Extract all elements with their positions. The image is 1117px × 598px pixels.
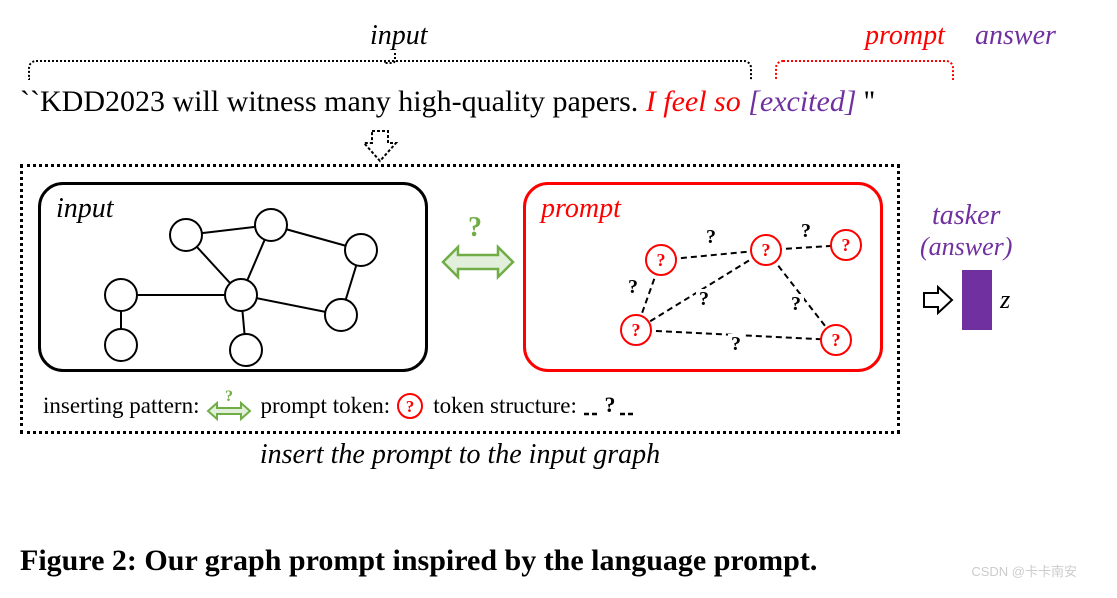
quote-close: '' (864, 85, 875, 118)
svg-text:?: ? (406, 397, 415, 416)
svg-text:?: ? (628, 276, 638, 298)
sentence-input-text: KDD2023 will witness many high-quality p… (40, 85, 638, 118)
figure-caption: Figure 2: Our graph prompt inspired by t… (20, 544, 1097, 578)
top-labels-row: input prompt answer (20, 20, 1097, 60)
sentence-prompt-text: I feel so (638, 85, 748, 118)
legend-prompt-token: prompt token: ? (261, 391, 426, 421)
input-graph-box: input (38, 182, 428, 372)
legend-token-icon: ? (395, 391, 425, 421)
prompt-graph-box: prompt ??????????? (523, 182, 883, 372)
tasker-arrow-row: z (920, 270, 1012, 330)
down-arrow-icon (360, 129, 400, 164)
tasker-block: tasker (answer) z (920, 200, 1012, 330)
tasker-output-box (962, 270, 992, 330)
svg-text:?: ? (604, 392, 615, 417)
svg-text:?: ? (791, 293, 801, 315)
prompt-graph: ??????????? (526, 185, 886, 375)
sentence-answer-text: [excited] (748, 85, 864, 118)
svg-text:?: ? (225, 389, 233, 405)
z-label: z (1000, 285, 1010, 315)
input-graph (41, 185, 431, 375)
insert-caption: insert the prompt to the input graph (20, 439, 900, 471)
brace-input (28, 60, 752, 80)
bidirectional-arrow-icon (438, 237, 518, 287)
example-sentence: ``KDD2023 will witness many high-quality… (20, 80, 1097, 129)
prompt-top-label: prompt (865, 20, 945, 52)
quote-open: `` (20, 85, 40, 118)
main-diagram-box: input ? prompt ??????????? inserting pat… (20, 164, 900, 434)
answer-top-label: answer (975, 20, 1056, 52)
tasker-label: tasker (920, 200, 1012, 232)
tasker-answer-label: (answer) (920, 232, 1012, 262)
svg-text:?: ? (801, 220, 811, 242)
legend-token-structure: token structure: ? (433, 392, 637, 420)
svg-text:?: ? (832, 330, 841, 350)
brace-row (20, 60, 1097, 80)
legend-inserting-pattern: inserting pattern: ? (43, 389, 253, 423)
svg-text:?: ? (632, 320, 641, 340)
svg-text:?: ? (762, 240, 771, 260)
legend-row: inserting pattern: ? prompt token: ? tok… (43, 389, 637, 423)
brace-prompt (775, 60, 954, 80)
right-arrow-icon (922, 285, 954, 315)
legend-structure-icon: ? (582, 392, 637, 420)
watermark-text: CSDN @卡卡南安 (971, 561, 1077, 580)
input-top-label: input (370, 20, 428, 52)
svg-text:?: ? (731, 333, 741, 355)
svg-text:?: ? (706, 226, 716, 248)
svg-text:?: ? (657, 250, 666, 270)
down-arrow-row (20, 129, 740, 164)
legend-inserting-pattern-text: inserting pattern: (43, 393, 200, 419)
legend-prompt-token-text: prompt token: (261, 393, 391, 419)
svg-text:?: ? (842, 235, 851, 255)
legend-arrow-icon: ? (205, 389, 253, 423)
svg-text:?: ? (699, 288, 709, 310)
legend-token-structure-text: token structure: (433, 393, 577, 419)
